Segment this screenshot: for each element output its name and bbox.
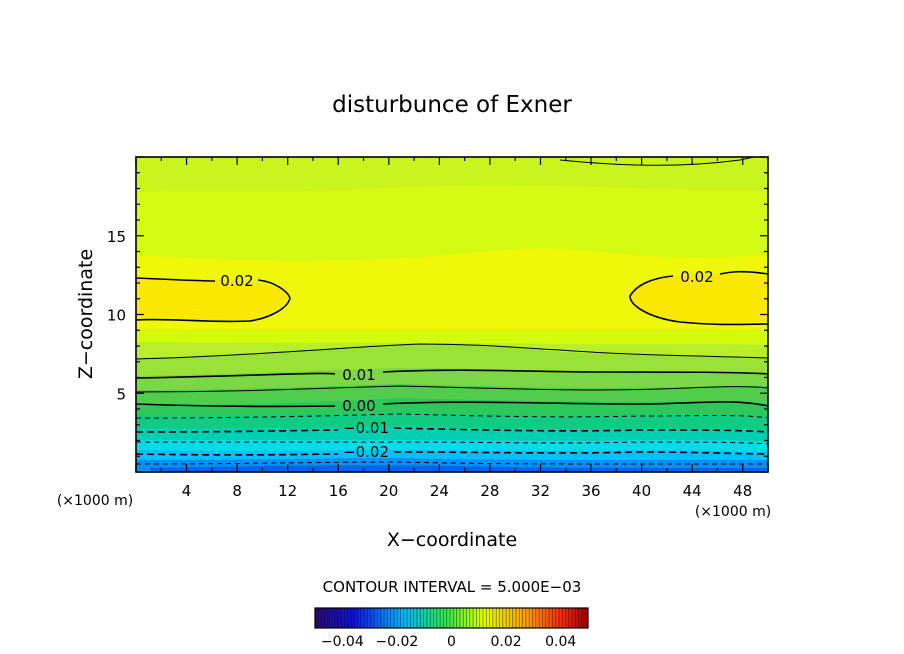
colorbar-gradient [315,608,588,628]
contour-0.00 [136,401,768,408]
x-tick-label: 40 [632,482,651,500]
contour-fill [136,157,768,472]
contour--0.025 [136,461,768,465]
contour-label-group: 0.02 0.02 0.01 0.00 −0.01 −0.02 [220,268,713,461]
x-tick-label: 8 [232,482,242,500]
contour-interval-label: CONTOUR INTERVAL = 5.000E−03 [323,578,582,596]
contour-0.015 [136,343,768,360]
lobe-left [136,278,288,321]
contour-top [559,157,757,166]
x-tick-labels: 4 8 12 16 20 24 28 32 36 40 44 48 [182,482,752,500]
contour--0.005 [136,413,768,419]
y-tick-label: 5 [116,385,126,403]
x-tick-label: 32 [531,482,550,500]
chart-title: disturbunce of Exner [332,92,572,118]
colorbar-tick-labels: −0.04 −0.02 0 0.02 0.04 [321,634,577,650]
contour-lines [136,157,768,465]
contour-label: 0.01 [342,366,375,384]
contour-0.01 [136,369,768,379]
contour-label: −0.02 [343,443,389,461]
colorbar-stripes [317,608,586,628]
x-tick-label: 36 [581,482,600,500]
contour--0.015 [136,441,768,445]
x-tick-label: 28 [480,482,499,500]
x-tick-label: 12 [278,482,297,500]
band-yellow-middle [136,248,768,339]
contour-label: 0.00 [342,397,375,415]
x-axis-label: X−coordinate [387,529,517,551]
colorbar-tick-label: 0.04 [545,634,576,650]
x-unit-right: (×1000 m) [695,504,771,520]
x-tick-label: 24 [430,482,449,500]
colorbar-tick-label: 0.02 [491,634,522,650]
colorbar-tick-label: −0.04 [321,634,364,650]
band-top-greenish [136,157,768,192]
contour-0.02-right [629,270,768,326]
band-upper-lower [136,330,768,344]
contour-label: 0.02 [220,272,253,290]
axis-ticks [135,156,769,473]
contour--0.01 [136,427,768,433]
y-tick-labels: 5 10 15 [107,228,126,404]
x-tick-label: 48 [733,482,752,500]
colorbar-tick-label: 0 [447,634,456,650]
x-tick-label: 16 [329,482,348,500]
colorbar: −0.04 −0.02 0 0.02 0.04 [314,607,589,650]
colorbar-tick-label: −0.02 [375,634,418,650]
contour-label: 0.02 [680,268,713,286]
contour-0.005 [136,385,768,393]
colorbar-frame [314,607,589,629]
x-tick-label: 4 [182,482,192,500]
y-tick-label: 15 [107,228,126,246]
contour-label: −0.01 [343,419,389,437]
y-axis-label: Z−coordinate [75,249,97,379]
contour-0.02-left [136,277,291,323]
x-tick-label: 20 [379,482,398,500]
x-tick-label: 44 [683,482,702,500]
lobe-right [630,273,768,323]
y-tick-label: 10 [107,307,126,325]
contour--0.02 [136,451,768,456]
x-unit-left: (×1000 m) [57,493,133,509]
band-11 [150,465,768,472]
